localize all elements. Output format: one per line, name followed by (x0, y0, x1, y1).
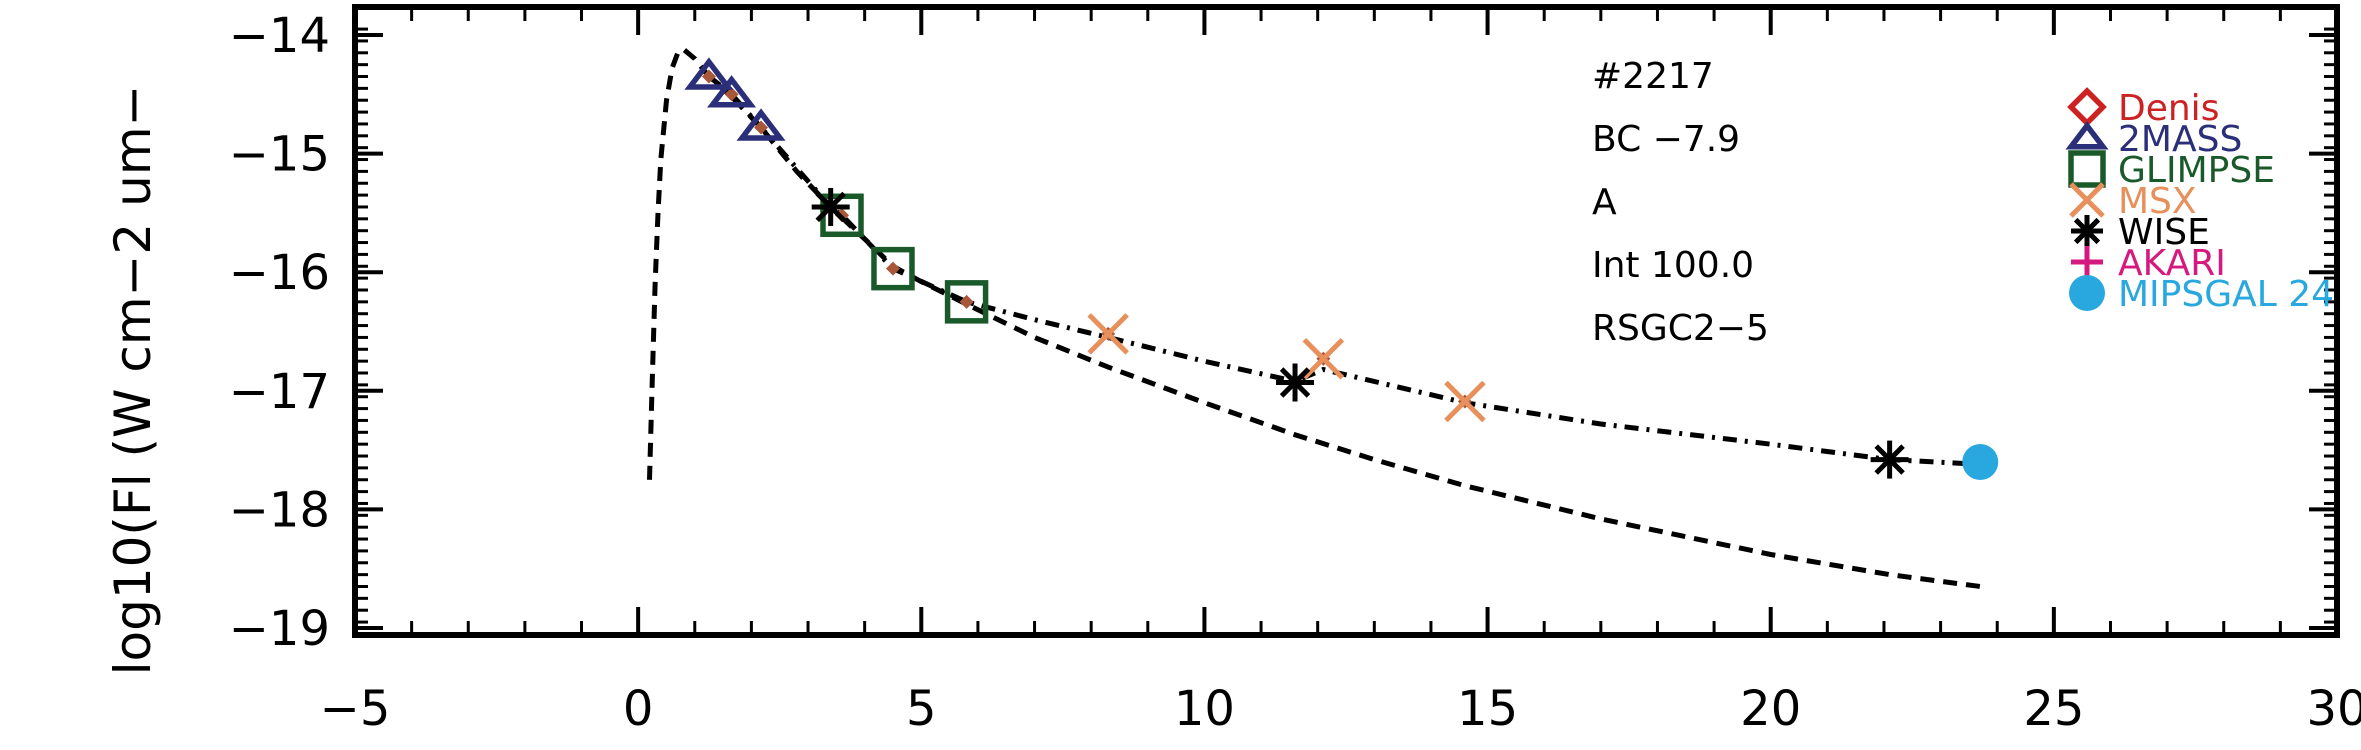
legend-marker-wise (2071, 215, 2103, 247)
glimpse-point (944, 280, 989, 324)
legend-label-2mass: 2MASS (2118, 119, 2242, 160)
mipsgal-24-point (1962, 443, 1999, 480)
annotation-line: #2217 (1592, 56, 1714, 97)
annotation-line: A (1592, 182, 1617, 223)
2mass-point (684, 57, 734, 90)
legend-label-wise: WISE (2118, 212, 2210, 253)
wise-point-stroke (815, 191, 846, 223)
model-point (885, 261, 900, 276)
legend-marker-glimpse-shape (2068, 150, 2106, 188)
legend-label-msx: MSX (2118, 181, 2197, 222)
legend-marker-mipsgal-24 (2069, 275, 2105, 311)
annotation-line: BC −7.9 (1592, 119, 1740, 160)
wise-point (1276, 363, 1315, 402)
y-tick-labels: −14 −15 −16 −17 −18 −19 (229, 8, 330, 657)
wise-point-stroke (1279, 367, 1311, 398)
annotation-line: Int 100.0 (1592, 245, 1754, 286)
msx-point-stroke (1302, 338, 1345, 380)
x-tick-label: 25 (2023, 681, 2084, 737)
legend-marker-mipsgal-24-shape (2069, 275, 2105, 311)
legend-marker-msx-stroke (2069, 182, 2105, 218)
data-points (684, 57, 1999, 480)
legend-label-glimpse: GLIMPSE (2118, 150, 2275, 191)
2mass-point-shape (736, 108, 786, 141)
glimpse-point (871, 246, 915, 291)
annotations: #2217 BC −7.9 A Int 100.0 RSGC2−5 (1592, 56, 1769, 349)
legend-marker-denis (2067, 87, 2107, 127)
msx-point-stroke (1087, 313, 1129, 355)
legend-label-denis: Denis (2118, 88, 2219, 129)
legend-marker-akari (2071, 246, 2103, 278)
y-tick-label: −19 (229, 601, 330, 657)
y-tick-label: −14 (229, 8, 330, 64)
x-tick-label: 15 (1457, 681, 1518, 737)
wise-point-stroke (1874, 444, 1905, 475)
legend-marker-glimpse (2068, 150, 2106, 188)
y-tick-label: −15 (229, 127, 330, 183)
2mass-point (707, 75, 757, 108)
x-tick-label: 10 (1174, 681, 1235, 737)
x-tick-label: 5 (906, 681, 937, 737)
legend-marker-wise-stroke (2073, 217, 2101, 245)
model-points (701, 69, 1988, 469)
y-axis-label: log10(Fl (W cm−2 um− (104, 85, 162, 676)
msx-point (1087, 313, 1129, 355)
msx-point (1302, 338, 1345, 380)
y-axis-label-group: log10(Fl (W cm−2 um− (104, 85, 162, 676)
model-point (754, 120, 769, 135)
glimpse-point-shape (871, 246, 915, 291)
plot-frame (352, 4, 2340, 638)
legend-marker-2mass (2065, 121, 2109, 150)
model-point (701, 69, 716, 84)
legend-label-akari: AKARI (2118, 243, 2226, 284)
glimpse-point-shape (944, 280, 989, 324)
legend-marker-msx (2069, 182, 2105, 218)
x-tick-labels: −5 0 5 10 15 20 25 30 (320, 681, 2361, 737)
x-tick-label: 0 (623, 681, 654, 737)
fit-model-curve (707, 74, 1981, 467)
axes-frame (352, 4, 2340, 638)
photosphere-model-curve (647, 46, 1981, 589)
wise-point (1870, 440, 1909, 479)
model-point (724, 87, 739, 102)
msx-point-stroke (1444, 380, 1486, 423)
legend-marker-2mass-shape (2065, 121, 2109, 150)
annotation-line: RSGC2−5 (1592, 308, 1769, 349)
legend-label-mipsgal-24: MIPSGAL 24 (2118, 274, 2334, 315)
2mass-point (736, 108, 786, 141)
x-tick-label: 30 (2306, 681, 2361, 737)
mipsgal-24-point-shape (1962, 443, 1999, 480)
2mass-point-shape (707, 75, 757, 108)
model-point (959, 294, 974, 309)
x-tick-label: −5 (320, 681, 391, 737)
y-tick-label: −16 (229, 245, 330, 301)
wise-point (811, 187, 850, 226)
legend-marker-denis-shape (2067, 87, 2107, 127)
y-tick-label: −17 (229, 364, 330, 420)
x-tick-label: 20 (1740, 681, 1801, 737)
msx-point (1444, 380, 1486, 423)
2mass-point-shape (684, 57, 734, 90)
y-tick-label: −18 (229, 482, 330, 538)
model-curves (647, 46, 1981, 589)
